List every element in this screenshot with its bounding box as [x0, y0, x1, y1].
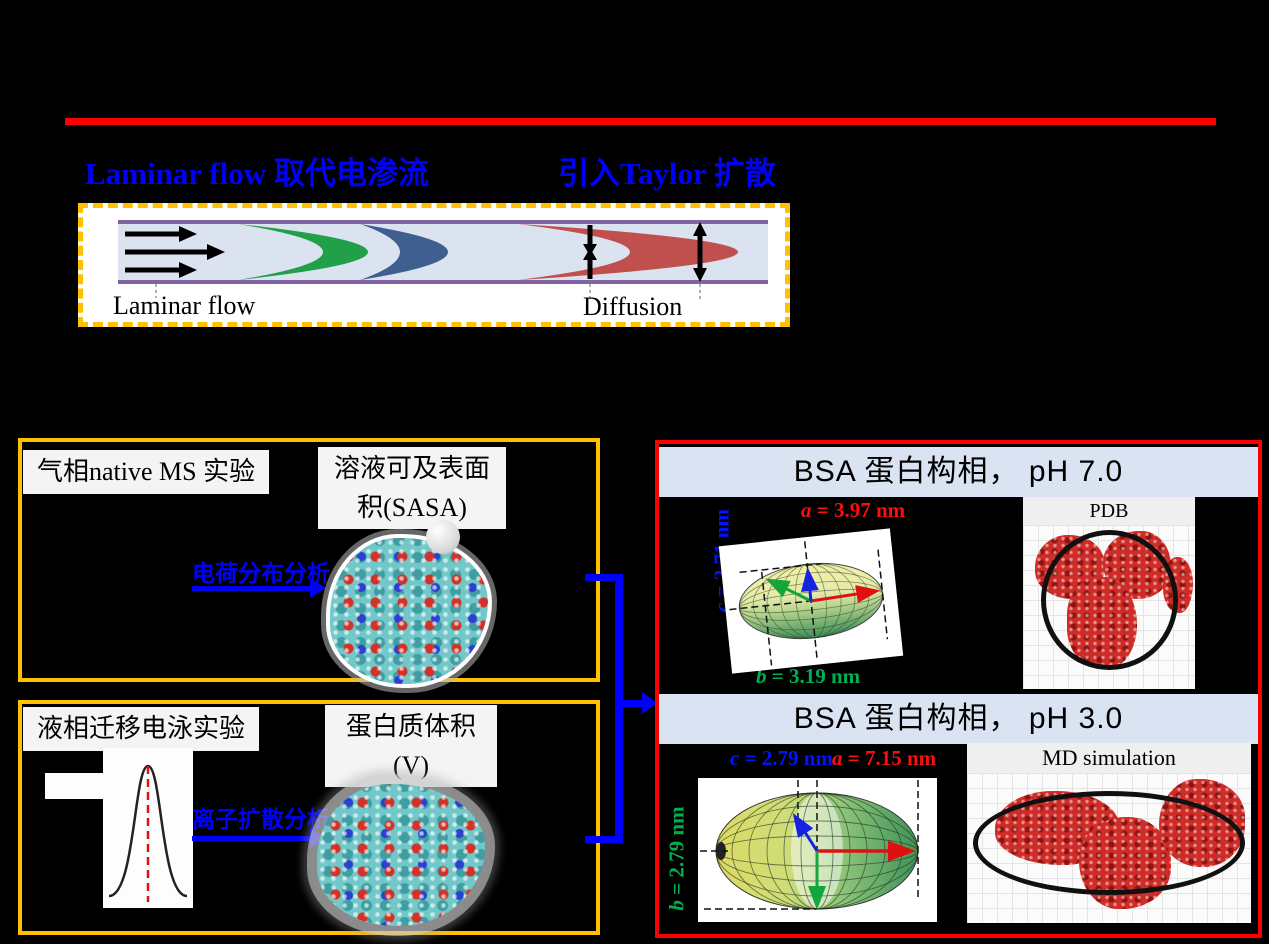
- ph3-dim-c-var: c: [730, 746, 740, 770]
- diffusion-label: Diffusion: [583, 292, 683, 321]
- ph7-dim-b: b = 3.19 nm: [756, 664, 860, 689]
- ph3-ellipsoid-graphic: [700, 780, 919, 910]
- ph7-dim-a-var: a: [801, 498, 812, 522]
- connector-vertical-segment: [615, 574, 623, 843]
- ph3-ellipsoid-figure: [698, 778, 937, 922]
- ion-diffusion-label: 离子扩散分析: [192, 806, 330, 832]
- sasa-label-line2: 积(SASA): [357, 493, 467, 522]
- connector-arrow: [621, 692, 657, 714]
- ph7-ellipsoid-graphic: [729, 541, 889, 666]
- protein-volume-line2: (V): [392, 751, 430, 780]
- md-ellipse-annotation: [973, 791, 1245, 895]
- charge-analysis-label: 电荷分布分析: [192, 560, 330, 586]
- liquid-electrophoresis-title: 液相迁移电泳实验: [23, 707, 260, 751]
- protein-molecule-volume: [317, 784, 485, 926]
- ph7-dim-a-val: = 3.97 nm: [811, 498, 906, 522]
- title-taylor-dispersion: 引入Taylor 扩散: [558, 156, 776, 191]
- md-simulation-image: MD simulation: [967, 743, 1251, 923]
- md-simulation-label: MD simulation: [967, 743, 1251, 773]
- laminar-flow-label: Laminar flow: [113, 291, 256, 320]
- pdb-image-body: [1023, 525, 1195, 689]
- protein-volume-line1: 蛋白质体积: [345, 712, 476, 741]
- bsa-results-panel: BSA 蛋白构相， pH 7.0 a = 3.97 nm c = 2.71 nm…: [655, 440, 1262, 938]
- electropherogram-peak: [103, 748, 193, 908]
- pdb-circle-annotation: [1041, 530, 1178, 670]
- flow-channel-graphic: [118, 220, 768, 302]
- pdb-image-label: PDB: [1023, 497, 1195, 525]
- red-divider-line: [65, 118, 1216, 125]
- sasa-label-line1: 溶液可及表面: [333, 454, 490, 483]
- flow-diagram: Laminar flow Diffusion: [78, 203, 790, 327]
- ph3-dim-a-var: a: [832, 746, 843, 770]
- probe-sphere: [426, 520, 460, 554]
- gaussian-peak-graphic: [108, 764, 188, 902]
- charge-analysis-arrow: [192, 578, 326, 598]
- ph3-dim-b-var: b: [664, 900, 689, 911]
- ph3-header: BSA 蛋白构相， pH 3.0: [659, 694, 1258, 744]
- connector-top-segment: [585, 574, 623, 581]
- title-laminar-flow: Laminar flow 取代电渗流: [85, 156, 429, 191]
- ph3-dim-c-val: = 2.79 nm: [739, 746, 833, 770]
- ph7-dim-b-val: = 3.19 nm: [766, 664, 861, 688]
- md-simulation-body: [967, 773, 1251, 923]
- ph3-dim-a: a = 7.15 nm: [832, 746, 936, 771]
- ph7-ellipsoid-figure: [718, 528, 904, 674]
- liquid-electrophoresis-box: 液相迁移电泳实验 蛋白质体积 (V) 离子扩散分析: [18, 700, 600, 935]
- protein-volume-label: 蛋白质体积 (V): [325, 705, 497, 787]
- gas-ms-box: 气相native MS 实验 溶液可及表面 积(SASA) 电荷分布分析: [18, 438, 600, 684]
- ph7-dim-a: a = 3.97 nm: [801, 498, 905, 523]
- ph3-dim-a-val: = 7.15 nm: [842, 746, 937, 770]
- ph7-dim-b-var: b: [756, 664, 767, 688]
- ion-diffusion-arrow: [192, 828, 326, 848]
- connector-bottom-segment: [585, 836, 623, 843]
- ph3-dim-b: b = 2.79 nm: [665, 799, 690, 919]
- ph3-dim-c: c = 2.79 nm: [730, 746, 833, 771]
- gas-ms-title: 气相native MS 实验: [23, 450, 270, 494]
- pdb-image: PDB: [1023, 497, 1195, 689]
- protein-molecule-sasa: [330, 520, 488, 684]
- ph3-dim-b-val: = 2.79 nm: [664, 806, 689, 901]
- sasa-label: 溶液可及表面 积(SASA): [318, 447, 506, 529]
- ph7-header: BSA 蛋白构相， pH 7.0: [659, 447, 1258, 497]
